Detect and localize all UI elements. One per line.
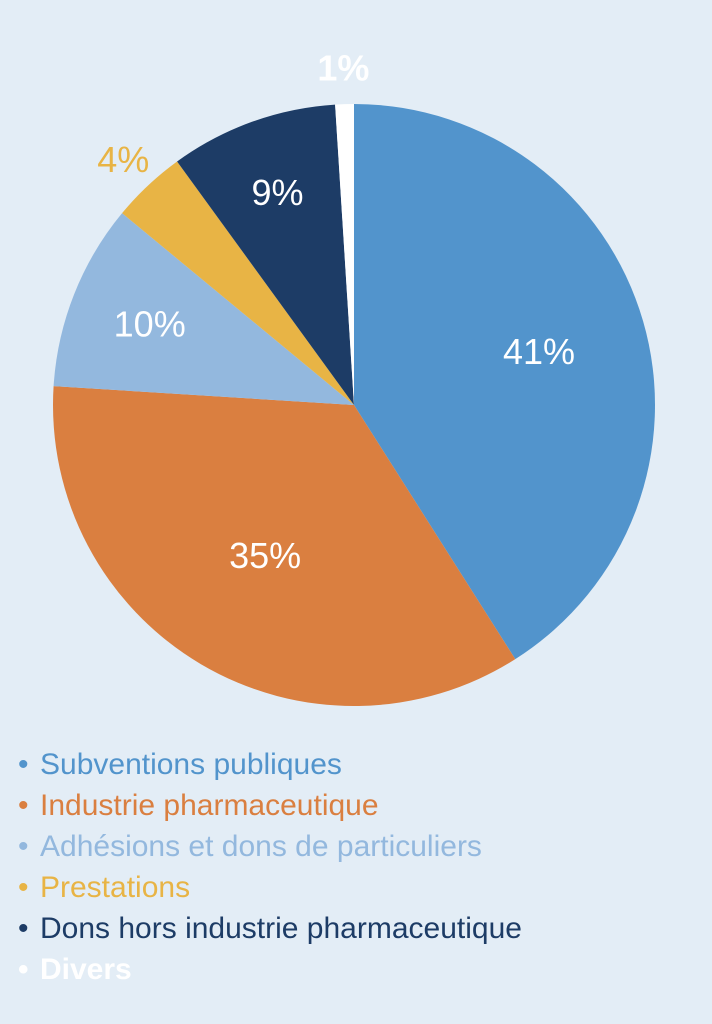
pie-slice-subventions-publiques: [354, 104, 655, 660]
pie-slice-prestations: [122, 161, 354, 405]
legend-label: Divers: [40, 953, 132, 986]
pie-labels: 41% 35% 10% 4% 9% 1%: [97, 48, 575, 576]
legend-bullet-icon: •: [18, 912, 29, 945]
pie-slice-industrie-pharmaceutique: [53, 386, 516, 706]
slice-percent-label: 41%: [503, 331, 575, 372]
legend-label: Industrie pharmaceutique: [40, 789, 379, 822]
legend-item: • Industrie pharmaceutique: [18, 785, 522, 826]
legend-label: Dons hors industrie pharmaceutique: [40, 912, 522, 945]
slice-percent-label: 35%: [229, 535, 301, 576]
legend-bullet-icon: •: [18, 748, 29, 781]
pie-slices: [53, 104, 655, 706]
slice-percent-label: 10%: [114, 304, 186, 345]
pie-slice-dons-hors-industrie-pharmaceutique: [177, 104, 354, 405]
legend-label: Adhésions et dons de particuliers: [40, 830, 482, 863]
legend-bullet-icon: •: [18, 830, 29, 863]
pie-chart: 41% 35% 10% 4% 9% 1%: [53, 48, 655, 706]
legend-item: • Divers: [18, 949, 522, 990]
legend-bullet-icon: •: [18, 871, 29, 904]
legend-bullet-icon: •: [18, 789, 29, 822]
slice-percent-label: 1%: [317, 48, 369, 89]
slice-percent-label: 4%: [97, 139, 149, 180]
legend-item: • Prestations: [18, 867, 522, 908]
legend-item: • Adhésions et dons de particuliers: [18, 826, 522, 867]
legend-item: • Dons hors industrie pharmaceutique: [18, 908, 522, 949]
legend-bullet-icon: •: [18, 953, 29, 986]
chart-legend: • Subventions publiques • Industrie pharmac…: [18, 744, 522, 990]
legend-label: Subventions publiques: [40, 748, 342, 781]
pie-slice-adhesions-et-dons-de-particuliers: [53, 213, 354, 405]
legend-label: Prestations: [40, 871, 191, 904]
slice-percent-label: 9%: [252, 172, 304, 213]
pie-chart-svg: 41% 35% 10% 4% 9% 1%: [53, 48, 655, 706]
pie-slice-divers: [335, 104, 354, 405]
legend-item: • Subventions publiques: [18, 744, 522, 785]
